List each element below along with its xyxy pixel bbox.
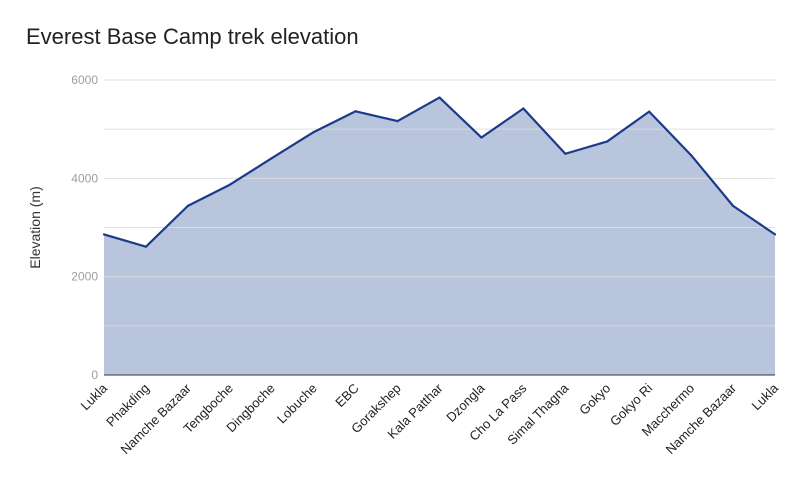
data-point — [773, 233, 777, 236]
data-point — [690, 154, 693, 157]
data-point — [480, 136, 483, 139]
data-point — [606, 140, 609, 143]
x-tick-label: EBC — [332, 381, 362, 411]
y-tick-label: 0 — [91, 368, 98, 382]
x-tick-label: Lukla — [749, 380, 782, 413]
chart-title: Everest Base Camp trek elevation — [26, 24, 359, 49]
y-axis-label: Elevation (m) — [27, 186, 43, 268]
data-point — [648, 110, 651, 113]
data-point — [731, 204, 735, 207]
data-point — [396, 120, 399, 123]
y-tick-label: 4000 — [71, 171, 98, 185]
data-point — [354, 110, 357, 113]
data-point — [144, 245, 148, 248]
data-point — [270, 157, 273, 160]
data-point — [522, 107, 525, 110]
data-point — [564, 152, 567, 155]
x-tick-label: Lukla — [78, 380, 111, 413]
y-tick-label: 6000 — [71, 73, 98, 87]
data-point — [312, 131, 315, 134]
area-fill — [104, 97, 775, 376]
data-point — [102, 233, 106, 236]
data-point — [186, 204, 189, 207]
x-tick-label: Lobuche — [274, 381, 320, 427]
data-point — [438, 96, 441, 99]
data-point — [228, 183, 231, 186]
x-tick-label: Gokyo — [576, 381, 613, 418]
y-tick-label: 2000 — [71, 270, 98, 284]
